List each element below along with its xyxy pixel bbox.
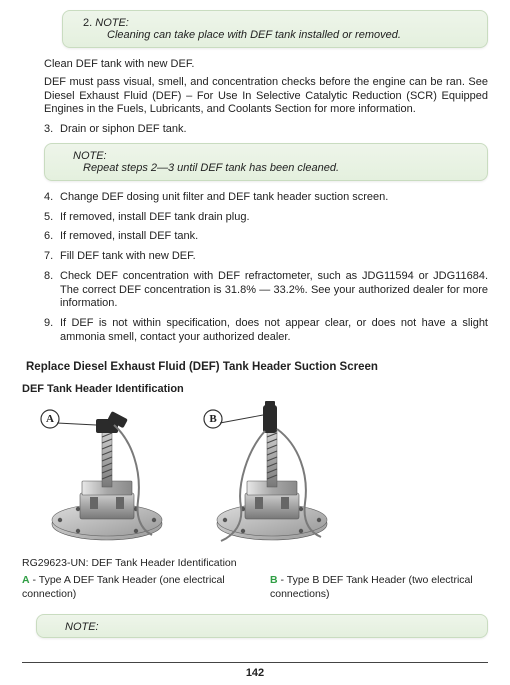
step-7: 7. Fill DEF tank with new DEF.: [44, 250, 488, 264]
step-5: 5. If removed, install DEF tank drain pl…: [44, 211, 488, 225]
step-3: 3. Drain or siphon DEF tank.: [44, 123, 488, 137]
para-def-checks: DEF must pass visual, smell, and concent…: [44, 76, 488, 117]
legend-b-label: B: [270, 574, 278, 586]
note1-num: 2.: [83, 17, 92, 29]
callout-b: B: [209, 413, 217, 425]
figure-legend: A - Type A DEF Tank Header (one electric…: [22, 573, 488, 602]
step-4: 4. Change DEF dosing unit filter and DEF…: [44, 191, 488, 205]
para-clean: Clean DEF tank with new DEF.: [44, 58, 488, 72]
note-box-1: 2. NOTE: Cleaning can take place with DE…: [62, 10, 488, 48]
legend-a-label: A: [22, 574, 30, 586]
step3-num: 3.: [44, 123, 60, 137]
page-rule: [22, 662, 488, 663]
step3-text: Drain or siphon DEF tank.: [60, 123, 488, 137]
step-6: 6. If removed, install DEF tank.: [44, 230, 488, 244]
note-box-3: NOTE:: [36, 614, 488, 638]
note1-label: NOTE:: [95, 17, 129, 29]
legend-b-text: - Type B DEF Tank Header (two electrical…: [270, 574, 473, 601]
note-box-2: NOTE: Repeat steps 2—3 until DEF tank ha…: [44, 143, 488, 181]
page-number: 142: [0, 667, 510, 679]
note3-label: NOTE:: [65, 621, 99, 633]
note1-text: Cleaning can take place with DEF tank in…: [83, 29, 401, 41]
callout-a: A: [46, 413, 54, 425]
step-8: 8. Check DEF concentration with DEF refr…: [44, 270, 488, 311]
step-9: 9. If DEF is not within specification, d…: [44, 317, 488, 345]
legend-a-text: - Type A DEF Tank Header (one electrical…: [22, 574, 225, 601]
note2-label: NOTE:: [73, 150, 107, 162]
subsection-title: DEF Tank Header Identification: [22, 383, 488, 395]
figure-def-headers: A B: [22, 401, 488, 551]
figure-caption: RG29623-UN: DEF Tank Header Identificati…: [22, 557, 488, 569]
section-title: Replace Diesel Exhaust Fluid (DEF) Tank …: [26, 361, 488, 373]
note2-text: Repeat steps 2—3 until DEF tank has been…: [73, 162, 339, 174]
